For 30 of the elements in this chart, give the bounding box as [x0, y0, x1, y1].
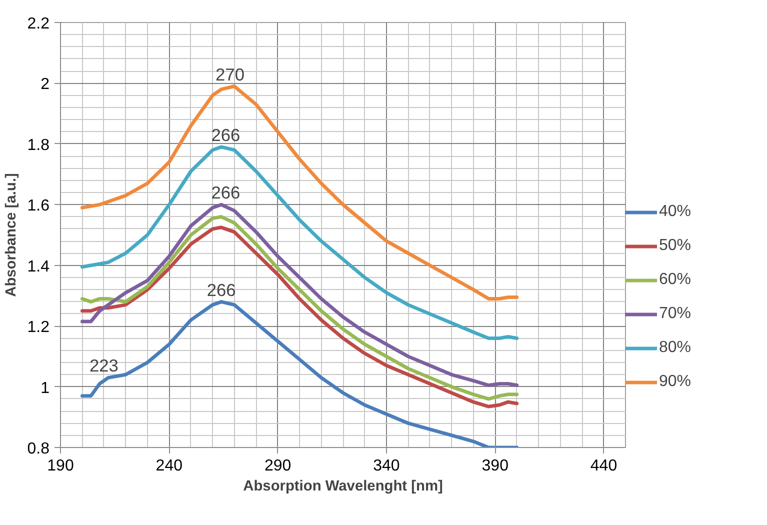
legend-label: 60% — [659, 271, 692, 289]
legend-label: 70% — [659, 305, 692, 323]
annotation: 223 — [90, 356, 118, 376]
x-axis-title: Absorption Wavelenght [nm] — [243, 478, 443, 494]
x-tick-label: 190 — [47, 458, 74, 474]
annotation: 266 — [211, 124, 240, 145]
x-tick-label: 290 — [264, 458, 292, 474]
annotation: 266 — [211, 182, 240, 203]
y-tick-label: 1.6 — [27, 198, 50, 215]
y-tick-label: 1 — [40, 380, 50, 397]
y-axis-title: Absorbance [a.u.] — [3, 172, 20, 297]
annotation: 266 — [206, 280, 236, 300]
line-series — [80, 84, 519, 300]
line-series — [80, 145, 519, 340]
y-tick-label: 2.2 — [27, 16, 50, 32]
legend-label: 40% — [659, 203, 692, 221]
annotation: 270 — [216, 64, 244, 84]
line-series — [80, 300, 519, 448]
y-tick-label: 1.4 — [27, 258, 50, 276]
legend-label: 50% — [659, 237, 692, 255]
x-tick-label: 340 — [373, 458, 400, 474]
x-tick-label: 390 — [482, 458, 509, 474]
legend-label: 90% — [659, 373, 692, 391]
y-tick-label: 2 — [40, 76, 50, 94]
y-tick-label: 1.8 — [27, 136, 50, 154]
y-tick-label: 0.8 — [27, 440, 50, 458]
legend-label: 80% — [659, 339, 692, 357]
x-tick-label: 440 — [590, 458, 618, 474]
x-tick-label: 240 — [156, 458, 183, 474]
y-tick-label: 1.2 — [27, 319, 50, 336]
